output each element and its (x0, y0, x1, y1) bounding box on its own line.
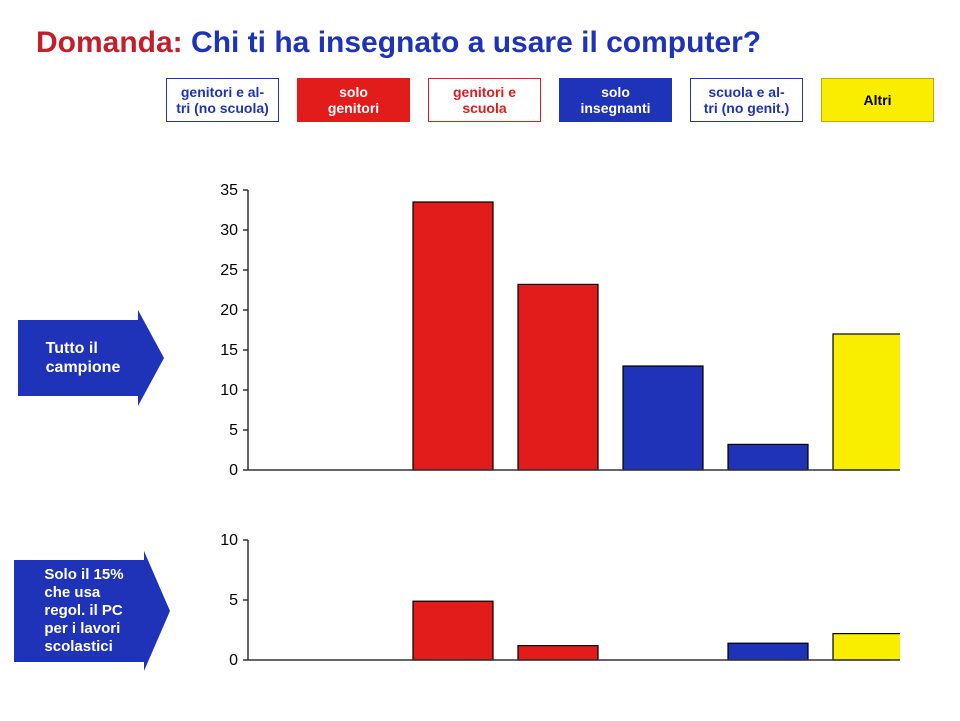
svg-text:30: 30 (220, 222, 238, 239)
svg-text:0: 0 (229, 652, 238, 669)
svg-text:10: 10 (220, 382, 238, 399)
legend-box-1: sologenitori (297, 78, 410, 122)
svg-text:10: 10 (220, 532, 238, 549)
bar-5 (833, 634, 900, 660)
bar-2 (518, 646, 598, 660)
svg-text:5: 5 (229, 592, 238, 609)
title-prefix: Domanda: (36, 26, 183, 59)
label-all-sample-text: Tutto ilcampione (46, 339, 121, 377)
svg-text:15: 15 (220, 342, 238, 359)
legend-box-3: soloinsegnanti (559, 78, 672, 122)
label-subset-15pct: Solo il 15%che usaregol. il PCper i lavo… (14, 560, 144, 662)
bar-5 (833, 334, 900, 470)
svg-text:20: 20 (220, 302, 238, 319)
label-all-sample: Tutto ilcampione (18, 320, 138, 396)
legend-box-5: Altri (821, 78, 934, 122)
bar-1 (413, 601, 493, 660)
label-subset-15pct-text: Solo il 15%che usaregol. il PCper i lavo… (44, 566, 123, 656)
legend-row: genitori e al-tri (no scuola) sologenitor… (166, 78, 934, 122)
bar-2 (518, 284, 598, 470)
legend-box-2: genitori escuola (428, 78, 541, 122)
chart-subset-svg: 0 5 10 (200, 530, 900, 680)
svg-text:35: 35 (220, 182, 238, 199)
svg-text:5: 5 (229, 422, 238, 439)
legend-box-4: scuola e al-tri (no genit.) (690, 78, 803, 122)
chart-subset: 0 5 10 (200, 530, 900, 680)
title-rest: Chi ti ha insegnato a usare il computer? (183, 26, 761, 59)
bar-1 (413, 202, 493, 470)
bar-4 (728, 444, 808, 470)
legend-box-0: genitori e al-tri (no scuola) (166, 78, 279, 122)
page-title: Domanda: Chi ti ha insegnato a usare il … (36, 26, 934, 60)
svg-text:25: 25 (220, 262, 238, 279)
chart-all-sample-svg: 0 5 10 15 20 25 30 35 (200, 180, 900, 490)
chart-all-sample: 0 5 10 15 20 25 30 35 (200, 180, 900, 490)
svg-text:0: 0 (229, 462, 238, 479)
bar-3 (623, 366, 703, 470)
bar-4 (728, 643, 808, 660)
